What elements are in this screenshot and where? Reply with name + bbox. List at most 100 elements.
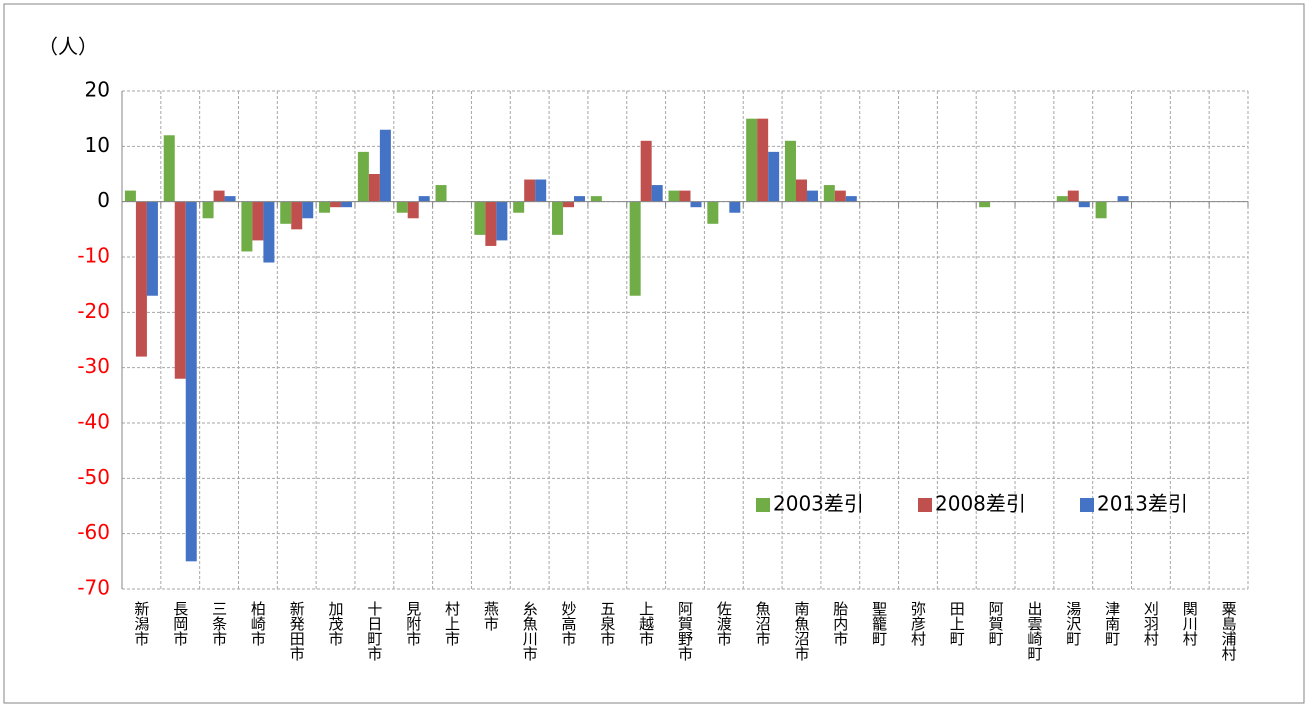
bar: [690, 201, 702, 208]
bar: [679, 190, 691, 202]
bar: [768, 151, 780, 202]
bar: [535, 179, 547, 202]
bar: [524, 179, 536, 202]
chart-frame: [3, 3, 1305, 704]
bar: [280, 201, 292, 224]
bar: [1078, 201, 1090, 208]
bar: [407, 201, 419, 219]
y-tick-label: -50: [77, 465, 110, 489]
x-tick-label: 南魚沼市: [792, 601, 810, 661]
bar: [784, 140, 796, 202]
legend-swatch: [1080, 498, 1094, 512]
x-tick-label: 村上市: [443, 601, 461, 646]
y-tick-label: 0: [97, 188, 110, 212]
bar: [418, 196, 430, 202]
bar: [213, 190, 225, 202]
x-tick-label: 出雲崎町: [1025, 601, 1043, 661]
bar: [629, 201, 641, 296]
bar: [341, 201, 353, 208]
bar: [834, 190, 846, 202]
bar: [668, 190, 680, 202]
bar: [263, 201, 275, 263]
y-tick-label: -20: [77, 299, 110, 323]
y-unit: （人）: [38, 35, 98, 59]
y-tick-label: -30: [77, 354, 110, 378]
bar: [396, 201, 408, 213]
bar: [185, 201, 197, 562]
bar: [435, 185, 447, 202]
bar: [757, 118, 769, 202]
bar: [806, 190, 818, 202]
x-tick-label: 阿賀町: [987, 601, 1005, 646]
legend-label: 2003差引: [773, 492, 864, 516]
bar: [124, 190, 136, 202]
x-tick-label: 新潟市: [132, 601, 150, 646]
x-tick-label: 関川村: [1181, 601, 1199, 646]
bar: [795, 179, 807, 202]
x-tick-label: 妙高市: [560, 601, 578, 646]
legend-label: 2008差引: [935, 492, 1026, 516]
x-tick-label: 刈羽村: [1142, 601, 1160, 646]
x-tick-label: 十日町市: [365, 601, 383, 661]
bar: [330, 201, 342, 208]
bar: [291, 201, 303, 230]
x-tick-label: 粟島浦村: [1220, 601, 1238, 661]
bar: [707, 201, 719, 224]
x-tick-label: 上越市: [637, 601, 655, 646]
bar: [746, 118, 758, 202]
x-tick-label: 見附市: [404, 601, 422, 646]
bar: [368, 174, 380, 202]
bar: [379, 129, 391, 202]
bar: [651, 185, 663, 202]
bar: [241, 201, 253, 252]
bar: [302, 201, 314, 219]
bar: [357, 151, 369, 202]
bar: [979, 201, 991, 208]
bar: [823, 185, 835, 202]
x-tick-label: 田上町: [948, 601, 966, 646]
x-tick-label: 阿賀野市: [676, 601, 694, 661]
x-tick-label: 胎内市: [831, 601, 849, 646]
bar: [590, 196, 602, 202]
bar: [319, 201, 331, 213]
bar: [1056, 196, 1068, 202]
x-tick-label: 糸魚川市: [521, 601, 539, 661]
x-tick-label: 聖籠町: [870, 601, 888, 646]
bar: [513, 201, 525, 213]
x-tick-label: 魚沼市: [754, 601, 772, 646]
legend-swatch: [918, 498, 932, 512]
bar: [224, 196, 236, 202]
bar: [496, 201, 508, 241]
bar: [474, 201, 486, 235]
y-tick-label: 10: [85, 133, 110, 157]
y-tick-label: -10: [77, 244, 110, 268]
x-tick-label: 五泉市: [598, 601, 616, 646]
bar: [174, 201, 186, 379]
bar: [485, 201, 497, 246]
bar: [552, 201, 564, 235]
bar: [1095, 201, 1107, 219]
x-tick-label: 佐渡市: [715, 601, 733, 646]
x-tick-label: 燕市: [482, 601, 500, 631]
bar: [563, 201, 575, 208]
bar: [163, 135, 175, 202]
y-tick-label: 20: [85, 78, 110, 102]
bar: [1117, 196, 1129, 202]
bar: [135, 201, 147, 357]
x-tick-label: 長岡市: [171, 601, 189, 646]
bar: [202, 201, 214, 219]
bar: [146, 201, 158, 296]
x-tick-label: 三条市: [210, 601, 228, 646]
bar: [1067, 190, 1079, 202]
y-tick-label: -70: [77, 576, 110, 600]
y-tick-label: -40: [77, 410, 110, 434]
y-tick-label: -60: [77, 520, 110, 544]
legend-label: 2013差引: [1097, 492, 1188, 516]
bar: [640, 140, 652, 202]
bar: [845, 196, 857, 202]
bar: [574, 196, 586, 202]
bar: [252, 201, 264, 241]
legend-swatch: [756, 498, 770, 512]
x-tick-label: 新発田市: [288, 601, 306, 661]
